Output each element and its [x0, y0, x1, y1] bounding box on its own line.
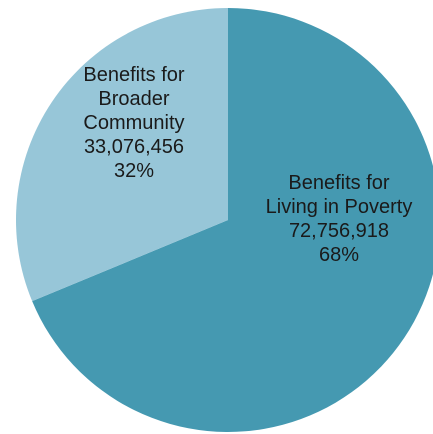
pie-slice-1	[15, 8, 229, 302]
slice-label-line: Community	[83, 112, 184, 134]
pie-slices	[15, 8, 433, 432]
slice-percent-label: 68%	[319, 244, 359, 266]
slice-value-label: 33,076,456	[84, 136, 184, 158]
slice-value-label: 72,756,918	[289, 220, 389, 242]
slice-label-line: Broader	[98, 88, 169, 110]
slice-label-line: Benefits for	[288, 172, 390, 194]
slice-percent-label: 32%	[114, 160, 154, 182]
pie-slice-0	[32, 8, 433, 432]
slice-label-line: Benefits for	[83, 64, 185, 86]
slice-label-line: Living in Poverty	[266, 196, 413, 218]
